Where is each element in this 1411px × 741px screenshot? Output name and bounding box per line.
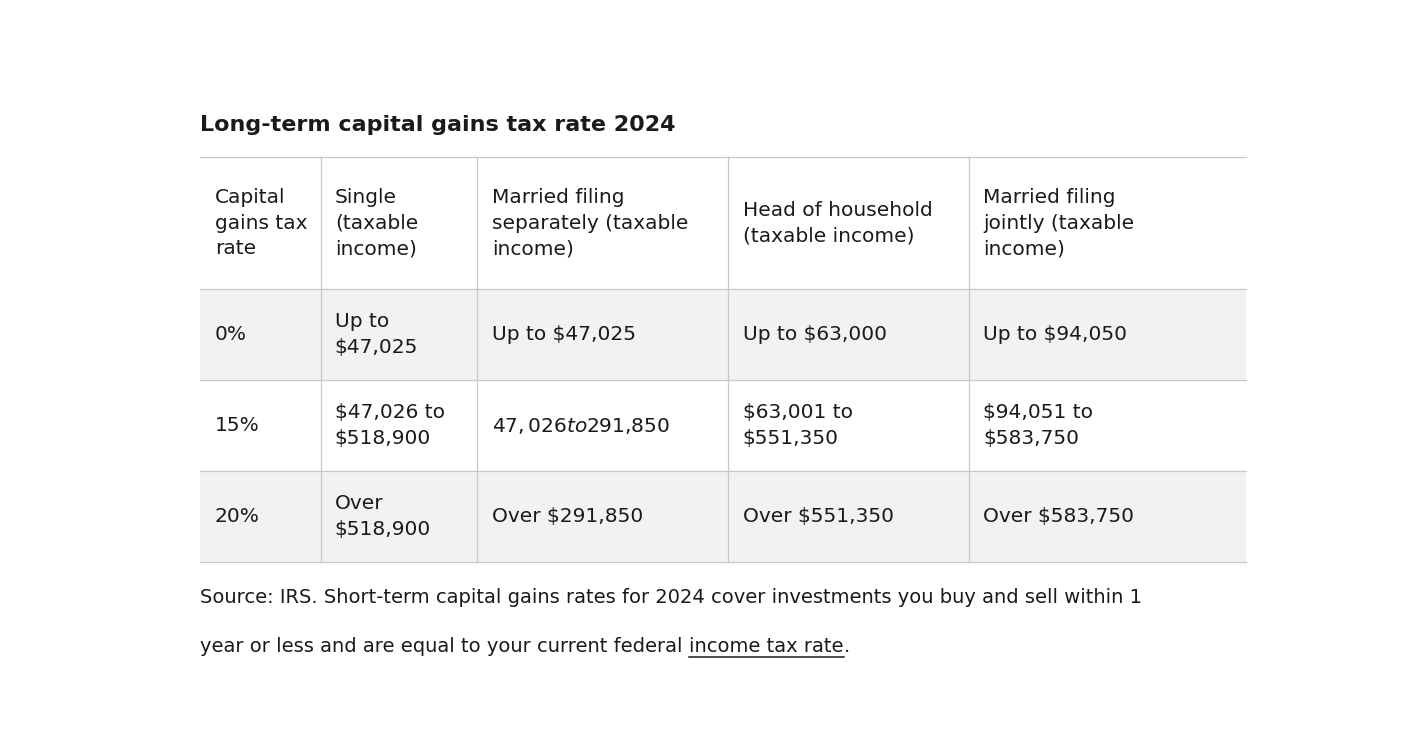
Bar — [200, 288, 320, 380]
Text: Single
(taxable
income): Single (taxable income) — [334, 187, 418, 259]
Text: $47,026 to
$518,900: $47,026 to $518,900 — [334, 403, 444, 448]
Text: Head of household
(taxable income): Head of household (taxable income) — [742, 201, 933, 245]
Bar — [728, 380, 969, 471]
Bar — [320, 380, 477, 471]
Text: 15%: 15% — [214, 416, 260, 435]
Text: Up to
$47,025: Up to $47,025 — [334, 312, 418, 356]
Text: Up to $94,050: Up to $94,050 — [983, 325, 1127, 344]
Bar — [477, 288, 728, 380]
Bar — [969, 380, 1246, 471]
Text: Married filing
separately (taxable
income): Married filing separately (taxable incom… — [491, 187, 689, 259]
Bar — [200, 380, 320, 471]
Bar — [320, 471, 477, 562]
Text: Over
$518,900: Over $518,900 — [334, 494, 432, 539]
Text: .: . — [844, 637, 849, 656]
Bar — [969, 157, 1246, 288]
Text: Long-term capital gains tax rate 2024: Long-term capital gains tax rate 2024 — [200, 115, 676, 135]
Bar — [200, 157, 320, 288]
Text: $63,001 to
$551,350: $63,001 to $551,350 — [742, 403, 852, 448]
Text: Over $551,350: Over $551,350 — [742, 508, 893, 526]
Text: Capital
gains tax
rate: Capital gains tax rate — [214, 187, 308, 259]
Bar — [200, 471, 320, 562]
Text: $47,026 to $291,850: $47,026 to $291,850 — [491, 416, 670, 436]
Bar — [969, 288, 1246, 380]
Bar — [477, 380, 728, 471]
Text: year or less and are equal to your current federal: year or less and are equal to your curre… — [200, 637, 689, 656]
Bar — [728, 288, 969, 380]
Text: Up to $63,000: Up to $63,000 — [742, 325, 886, 344]
Text: Source: IRS. Short-term capital gains rates for 2024 cover investments you buy a: Source: IRS. Short-term capital gains ra… — [200, 588, 1143, 607]
Text: Married filing
jointly (taxable
income): Married filing jointly (taxable income) — [983, 187, 1134, 259]
Bar — [477, 157, 728, 288]
Text: 20%: 20% — [214, 508, 260, 526]
Bar — [728, 157, 969, 288]
Bar — [728, 471, 969, 562]
Bar — [320, 288, 477, 380]
Text: $94,051 to
$583,750: $94,051 to $583,750 — [983, 403, 1094, 448]
Bar — [477, 471, 728, 562]
Text: income tax rate: income tax rate — [689, 637, 844, 656]
Bar — [320, 157, 477, 288]
Text: Over $583,750: Over $583,750 — [983, 508, 1134, 526]
Text: Up to $47,025: Up to $47,025 — [491, 325, 636, 344]
Text: Over $291,850: Over $291,850 — [491, 508, 643, 526]
Text: 0%: 0% — [214, 325, 247, 344]
Bar — [969, 471, 1246, 562]
